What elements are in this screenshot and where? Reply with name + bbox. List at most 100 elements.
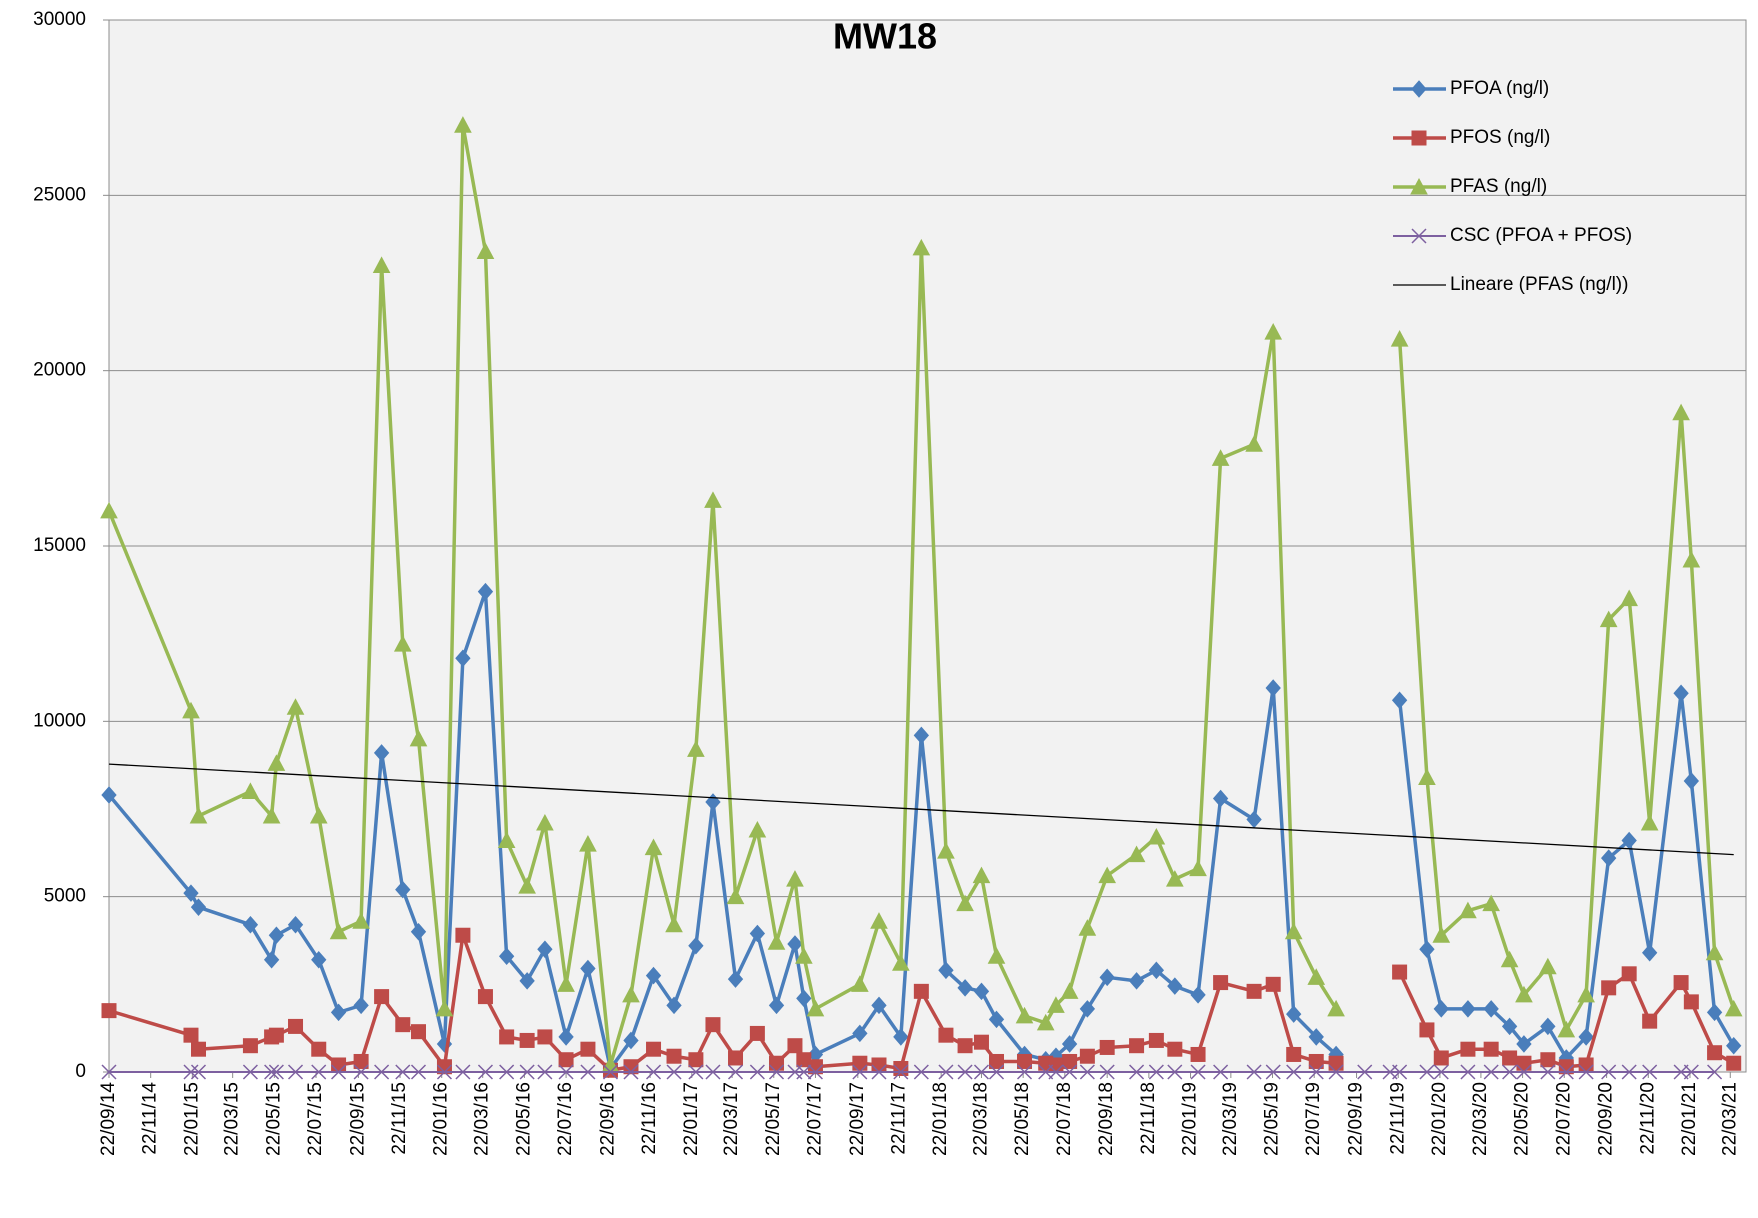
point-marker <box>1098 866 1117 884</box>
x-tick-label: 22/01/16 <box>431 1082 452 1156</box>
point-marker <box>1640 813 1659 831</box>
point-marker <box>537 1064 553 1080</box>
point-marker <box>1328 1055 1344 1071</box>
point-marker <box>183 884 199 902</box>
point-marker <box>190 898 207 916</box>
point-marker <box>796 1064 812 1080</box>
point-marker <box>1286 1064 1302 1080</box>
point-marker <box>893 1064 909 1080</box>
point-marker <box>1707 1064 1723 1080</box>
point-marker <box>1062 1064 1078 1080</box>
point-marker <box>806 999 825 1017</box>
point-marker <box>410 1064 427 1080</box>
x-tick-label: 22/11/19 <box>1387 1082 1408 1155</box>
point-marker <box>242 1064 258 1080</box>
point-marker <box>1284 922 1303 940</box>
point-marker <box>537 1029 553 1045</box>
point-marker <box>1308 1053 1324 1069</box>
point-marker <box>1167 1064 1183 1080</box>
point-marker <box>795 947 813 964</box>
x-tick-label: 22/05/19 <box>1262 1082 1283 1156</box>
point-marker <box>1460 1041 1476 1057</box>
x-tick-label: 22/07/15 <box>305 1082 326 1156</box>
point-marker <box>1707 1045 1723 1061</box>
point-marker <box>688 1052 704 1068</box>
point-marker <box>242 915 259 934</box>
point-marker <box>183 1064 199 1080</box>
point-marker <box>727 1064 744 1080</box>
point-marker <box>807 1064 823 1080</box>
point-marker <box>1165 870 1184 887</box>
point-marker <box>1642 944 1658 962</box>
x-tick-label: 22/05/15 <box>263 1082 284 1156</box>
point-marker <box>477 582 494 601</box>
x-tick-label: 22/09/20 <box>1596 1082 1617 1156</box>
point-marker <box>190 1064 207 1080</box>
point-marker <box>1459 901 1477 919</box>
point-marker <box>268 1027 284 1043</box>
point-marker <box>1601 1064 1617 1080</box>
point-marker <box>644 838 663 856</box>
point-marker <box>436 1059 452 1075</box>
point-marker <box>1500 950 1519 968</box>
point-marker <box>748 820 767 838</box>
x-tick-label: 22/01/18 <box>930 1082 951 1156</box>
point-marker <box>1683 772 1700 790</box>
point-marker <box>267 754 286 771</box>
point-marker <box>1483 1041 1499 1057</box>
x-tick-label: 22/07/20 <box>1553 1082 1574 1156</box>
point-marker <box>183 1027 199 1043</box>
point-marker <box>182 701 200 719</box>
point-marker <box>1190 1064 1206 1080</box>
point-marker <box>892 954 910 971</box>
point-marker <box>499 1064 515 1080</box>
point-marker <box>893 1060 909 1076</box>
x-tick-label: 22/11/15 <box>389 1082 410 1155</box>
point-marker <box>519 1064 535 1080</box>
y-tick-label: 10000 <box>33 710 86 731</box>
point-marker <box>519 1032 535 1048</box>
point-marker <box>665 915 683 933</box>
point-marker <box>477 1064 493 1080</box>
point-marker <box>1432 926 1451 943</box>
point-marker <box>455 927 471 943</box>
point-marker <box>938 1064 954 1080</box>
point-marker <box>395 1017 411 1033</box>
point-marker <box>1515 985 1533 1003</box>
point-marker <box>101 1003 117 1019</box>
point-marker <box>1577 985 1595 1003</box>
legend-marker <box>1410 177 1428 195</box>
point-marker <box>1726 1055 1742 1071</box>
point-marker <box>913 1064 929 1080</box>
point-marker <box>989 1053 1005 1069</box>
point-marker <box>1048 1064 1064 1080</box>
point-marker <box>938 961 954 980</box>
point-marker <box>851 975 869 992</box>
point-marker <box>871 996 887 1015</box>
point-marker <box>645 1064 662 1080</box>
point-marker <box>1418 768 1436 785</box>
point-marker <box>1036 1013 1055 1031</box>
point-marker <box>558 1052 574 1068</box>
point-marker <box>1190 1046 1206 1062</box>
point-marker <box>1558 1064 1574 1080</box>
point-marker <box>957 979 973 997</box>
point-marker <box>1061 1035 1078 1053</box>
point-marker <box>476 242 495 259</box>
point-marker <box>938 1027 954 1043</box>
point-marker <box>1327 999 1345 1017</box>
point-marker <box>536 813 554 831</box>
x-tick-label: 22/01/15 <box>181 1082 202 1156</box>
point-marker <box>264 1064 280 1080</box>
x-tick-label: 22/03/16 <box>472 1082 493 1156</box>
x-tick-label: 22/03/18 <box>970 1082 991 1156</box>
point-marker <box>477 989 493 1005</box>
x-tick-label: 22/03/19 <box>1220 1082 1241 1156</box>
point-marker <box>1483 1064 1499 1080</box>
point-marker <box>1460 1000 1476 1018</box>
x-tick-label: 22/01/21 <box>1679 1082 1700 1156</box>
point-marker <box>331 1057 347 1073</box>
point-marker <box>1501 1017 1518 1036</box>
point-marker <box>1578 1064 1594 1080</box>
point-marker <box>852 1055 868 1071</box>
